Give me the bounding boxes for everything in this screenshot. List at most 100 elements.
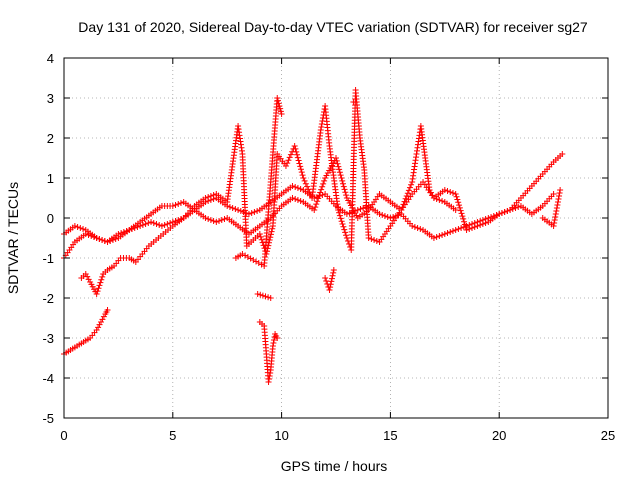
data-point: [456, 202, 463, 209]
data-point: [294, 185, 301, 191]
data-point: [161, 222, 168, 228]
data-point: [482, 220, 489, 226]
data-point: [328, 275, 335, 282]
data-point: [148, 219, 155, 225]
data-point: [289, 183, 296, 189]
data-point: [322, 275, 329, 281]
data-point: [82, 231, 89, 237]
data-point: [287, 151, 294, 158]
data-point: [177, 200, 184, 206]
data-point: [301, 177, 308, 184]
data-point: [267, 231, 274, 238]
data-point: [99, 237, 106, 243]
data-point: [293, 148, 300, 155]
data-point: [302, 180, 309, 187]
data-point: [247, 255, 254, 262]
data-point: [550, 223, 557, 229]
data-point: [292, 184, 299, 190]
data-point: [109, 237, 116, 243]
data-point: [226, 204, 233, 210]
data-point: [339, 221, 346, 227]
data-point: [384, 214, 391, 220]
data-point: [156, 222, 163, 228]
data-point: [267, 295, 274, 301]
data-point: [71, 223, 78, 229]
data-point: [327, 284, 334, 291]
data-point: [258, 236, 265, 243]
data-point: [88, 233, 95, 239]
data-point: [229, 205, 236, 211]
data-point: [457, 207, 464, 214]
y-tick-label: 2: [47, 131, 54, 146]
data-point: [449, 228, 456, 234]
data-point: [274, 97, 281, 104]
data-point: [403, 193, 410, 199]
data-point: [398, 207, 405, 213]
data-point: [501, 209, 508, 215]
data-point: [512, 205, 519, 211]
x-tick-label: 25: [601, 428, 615, 443]
data-point: [80, 226, 87, 232]
data-point: [408, 181, 415, 188]
chart-title: Day 131 of 2020, Sidereal Day-to-day VTE…: [78, 19, 588, 35]
data-point: [441, 187, 448, 193]
data-point: [339, 177, 346, 184]
data-point: [96, 236, 103, 242]
data-point: [552, 214, 559, 220]
data-point: [311, 207, 318, 213]
data-point: [444, 230, 451, 236]
data-point: [96, 282, 103, 289]
data-point: [275, 100, 282, 107]
data-point: [266, 373, 273, 379]
data-point: [553, 205, 560, 211]
data-point: [458, 210, 465, 217]
data-point: [461, 221, 468, 228]
data-point: [368, 236, 375, 242]
data-point: [452, 227, 459, 233]
data-point: [142, 221, 149, 227]
data-point: [343, 232, 350, 239]
data-point: [554, 202, 561, 208]
y-tick-label: 4: [47, 51, 54, 66]
data-point: [104, 307, 111, 313]
data-point: [107, 238, 114, 244]
data-point: [341, 186, 348, 193]
data-point: [245, 211, 252, 217]
data-point: [454, 196, 461, 203]
data-point: [257, 233, 264, 240]
data-point: [409, 223, 416, 229]
data-point: [460, 215, 467, 222]
data-point: [507, 207, 514, 213]
data-points: [61, 87, 566, 385]
data-point: [104, 239, 111, 245]
data-point: [453, 193, 460, 200]
data-point: [265, 239, 272, 246]
data-point: [175, 201, 182, 207]
data-point: [297, 198, 304, 204]
data-point: [390, 214, 397, 220]
data-point: [100, 313, 107, 320]
data-point: [314, 198, 321, 205]
data-point: [319, 183, 326, 190]
data-point: [447, 189, 454, 195]
data-point: [333, 157, 340, 164]
data-point: [90, 234, 97, 240]
data-point: [371, 237, 378, 243]
data-point: [343, 192, 350, 199]
data-point: [330, 269, 337, 276]
data-point: [158, 223, 165, 229]
data-point: [556, 190, 563, 196]
series-track-c: [78, 87, 564, 297]
data-point: [404, 190, 411, 197]
data-point: [343, 211, 350, 217]
data-point: [379, 212, 386, 218]
data-point: [402, 195, 409, 202]
data-point: [112, 236, 119, 242]
series-track-b: [61, 155, 557, 261]
data-point: [304, 183, 311, 190]
data-point: [268, 228, 275, 235]
data-point: [466, 226, 473, 232]
data-point: [298, 169, 305, 176]
data-point: [299, 172, 306, 179]
x-tick-label: 5: [169, 428, 176, 443]
